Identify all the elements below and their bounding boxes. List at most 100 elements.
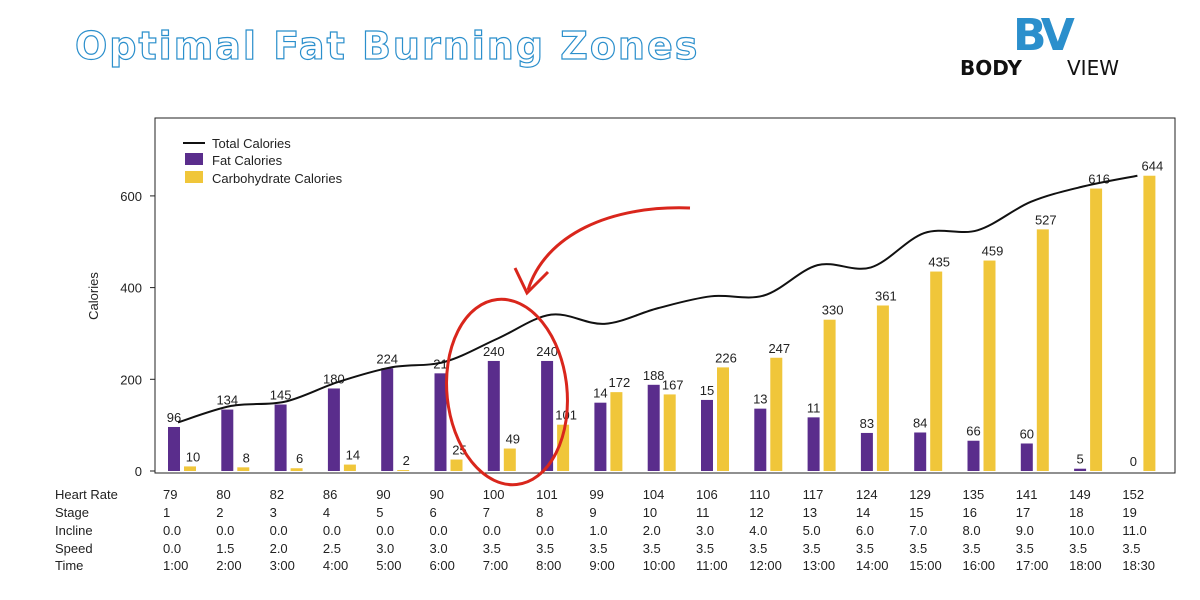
fat-bar-label: 188	[643, 368, 665, 383]
fat-bar	[1020, 443, 1033, 471]
red-annotation	[445, 206, 691, 487]
fat-bar-label: 66	[966, 424, 980, 439]
fat-bar-label: 14	[593, 386, 607, 401]
table-cell: 3.0	[696, 523, 714, 538]
table-cell: 0.0	[483, 523, 501, 538]
table-cell: 18	[1069, 505, 1083, 520]
table-cell: 110	[749, 487, 770, 502]
table-cell: 2:00	[216, 558, 241, 573]
carb-bar-label: 644	[1142, 159, 1164, 174]
fat-bar-label: 0	[1130, 454, 1137, 469]
y-axis-label: Calories	[86, 272, 101, 320]
table-cell: 17	[1016, 505, 1030, 520]
carb-bar	[610, 392, 623, 471]
table-cell: 3.5	[963, 541, 981, 556]
table-row-label: Speed	[55, 541, 93, 556]
carb-bar-label: 435	[928, 255, 950, 270]
table-cell: 9.0	[1016, 523, 1034, 538]
table-row-label: Heart Rate	[55, 487, 118, 502]
bodyview-logo: BV BODY VIEW	[960, 12, 1119, 80]
table-row-label: Time	[55, 558, 83, 573]
table-cell: 0.0	[430, 523, 448, 538]
table-cell: 86	[323, 487, 337, 502]
fat-bar	[168, 426, 180, 471]
table-cell: 13:00	[803, 558, 836, 573]
fat-bar	[647, 384, 660, 471]
table-cell: 2.0	[643, 523, 661, 538]
legend-carb-label: Carbohydrate Calories	[212, 171, 343, 186]
table-cell: 3:00	[270, 558, 295, 573]
carb-bar-label: 459	[982, 244, 1004, 259]
table-cell: 10.0	[1069, 523, 1094, 538]
y-tick-label: 0	[135, 464, 142, 479]
table-cell: 79	[163, 487, 177, 502]
carb-bar-label: 167	[662, 377, 684, 392]
total-calories-line	[177, 174, 1138, 424]
carb-bar	[770, 357, 783, 471]
carb-bar-label: 14	[346, 448, 360, 463]
carb-bar-label: 8	[243, 450, 250, 465]
fat-bar	[434, 373, 447, 471]
carb-bar	[397, 470, 410, 471]
fat-bar-label: 84	[913, 415, 927, 430]
table-cell: 16	[963, 505, 977, 520]
table-cell: 2.0	[270, 541, 288, 556]
table-cell: 1:00	[163, 558, 188, 573]
table-cell: 149	[1069, 487, 1091, 502]
table-cell: 141	[1016, 487, 1038, 502]
y-tick-label: 600	[120, 189, 142, 204]
fat-bar	[594, 402, 607, 471]
table-cell: 18:30	[1122, 558, 1155, 573]
table-cell: 16:00	[963, 558, 996, 573]
legend-fat-swatch	[185, 153, 203, 165]
legend: Total Calories Fat Calories Carbohydrate…	[183, 136, 343, 186]
table-cell: 13	[803, 505, 817, 520]
table-cell: 0.0	[376, 523, 394, 538]
bar-labels-group: 9610134814561801422422125240492401011417…	[167, 159, 1163, 469]
logo-text-bold: BODY	[960, 56, 1022, 80]
table-cell: 7.0	[909, 523, 927, 538]
table-cell: 5	[376, 505, 383, 520]
fat-bar-label: 83	[860, 416, 874, 431]
table-cell: 18:00	[1069, 558, 1102, 573]
table-cell: 3.5	[1016, 541, 1034, 556]
fat-bar	[221, 409, 234, 471]
carb-bar-label: 361	[875, 288, 897, 303]
carb-bar-label: 247	[768, 341, 790, 356]
table-cell: 15:00	[909, 558, 942, 573]
carb-bar-label: 6	[296, 451, 303, 466]
carb-bar	[290, 468, 303, 471]
table-cell: 5:00	[376, 558, 401, 573]
table-cell: 0.0	[270, 523, 288, 538]
table-cell: 3.0	[376, 541, 394, 556]
fat-bar-label: 11	[807, 400, 821, 415]
table-cell: 4	[323, 505, 330, 520]
fat-bar	[1074, 468, 1087, 471]
fat-bar	[274, 404, 287, 471]
fat-bar	[754, 408, 767, 471]
carb-bar	[184, 466, 196, 471]
table-cell: 9	[589, 505, 596, 520]
carb-bar	[930, 271, 943, 471]
table-cell: 3.5	[536, 541, 554, 556]
table-row-label: Incline	[55, 523, 93, 538]
table-cell: 8	[536, 505, 543, 520]
annotation-arrowhead	[513, 267, 550, 296]
table-cell: 12	[749, 505, 763, 520]
legend-fat-label: Fat Calories	[212, 153, 283, 168]
table-cell: 101	[536, 487, 558, 502]
table-cell: 17:00	[1016, 558, 1049, 573]
table-cell: 12:00	[749, 558, 782, 573]
table-cell: 8:00	[536, 558, 561, 573]
page-title: Optimal Fat Burning Zones	[74, 23, 700, 68]
fat-bar	[701, 399, 713, 471]
table-cell: 19	[1122, 505, 1136, 520]
table-cell: 10	[643, 505, 657, 520]
carb-bar	[1036, 229, 1049, 471]
carb-bar	[1090, 188, 1103, 471]
annotation-arrow	[526, 206, 691, 291]
fat-bar	[327, 388, 340, 471]
table-cell: 11.0	[1122, 523, 1146, 538]
table-cell: 6:00	[430, 558, 455, 573]
fat-bar-label: 13	[753, 392, 767, 407]
